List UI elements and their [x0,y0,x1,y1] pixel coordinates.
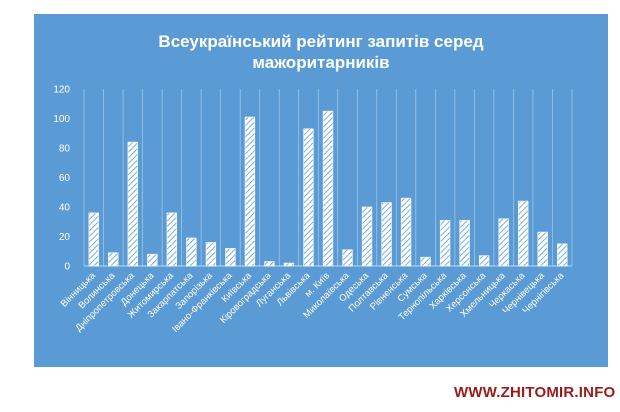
bar [420,256,431,267]
bar [518,200,529,267]
bar [244,116,256,267]
bar [498,218,509,267]
y-tick-label: 60 [59,173,71,184]
y-tick-label: 100 [53,114,70,125]
bar [439,219,451,267]
bar [108,252,119,267]
bar [361,206,373,267]
y-tick-label: 0 [64,262,70,273]
y-axis: 0 20 40 60 80 100 120 [53,85,70,273]
bar [381,202,392,267]
bar [127,141,138,267]
bar [478,255,490,267]
chart-title-line-2: мажоритарників [252,53,389,72]
bar [88,212,99,267]
bar [557,243,568,267]
bar [186,237,197,267]
bar [205,242,217,267]
bar [303,128,314,267]
chart-panel: Всеукраїнський рейтинг запитів серед маж… [34,14,608,367]
y-tick-label: 80 [59,144,71,155]
bar [283,262,295,267]
y-tick-label: 20 [59,232,71,243]
y-tick-label: 120 [53,85,70,96]
site-watermark[interactable]: WWW.ZHITOMIR.INFO [454,384,616,401]
chart-title-line-1: Всеукраїнський рейтинг запитів серед [158,32,483,51]
y-tick-label: 40 [59,203,71,214]
x-axis: ВінницькаВолинськаДніпропетровськаДонець… [59,270,567,335]
bar [342,249,353,267]
bar [459,219,470,267]
bar [537,231,548,267]
bars [88,110,568,267]
bar [400,197,412,267]
bar [147,253,158,267]
bar [264,261,275,267]
grid-lines [83,89,573,267]
bar [225,248,236,267]
bar-chart: Всеукраїнський рейтинг запитів серед маж… [53,32,573,335]
bar [166,212,178,267]
bar [322,110,334,267]
